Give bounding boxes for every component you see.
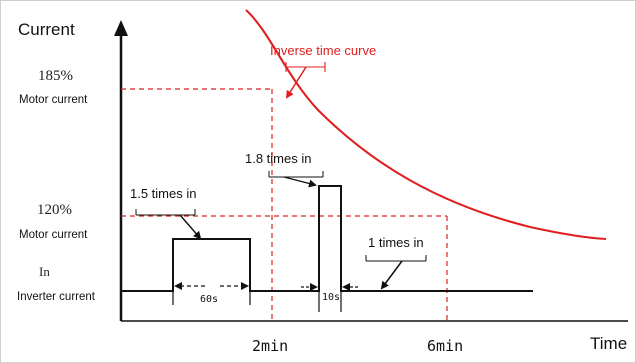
annotation-1-5-times: 1.5 times in	[130, 186, 196, 201]
level-185-value: 185%	[38, 68, 73, 84]
level-in-label: Inverter current	[17, 291, 96, 303]
y-axis-title: Current	[18, 20, 75, 39]
curve-label-pointer	[285, 66, 307, 99]
annotation-1-5-pointer	[179, 214, 202, 240]
current-waveform	[121, 185, 533, 292]
annotation-1-times: 1 times in	[368, 235, 424, 250]
x-tick-2min: 2min	[252, 337, 288, 355]
inverse-time-curve	[245, 9, 607, 241]
x-axis-title: Time	[590, 334, 627, 353]
y-axis-arrow	[114, 20, 128, 36]
level-185-label: Motor current	[19, 94, 88, 106]
annotation-1-pointer	[380, 260, 403, 290]
duration-10-label: 10s	[322, 292, 340, 303]
duration-60-label: 60s	[200, 294, 218, 305]
x-tick-6min: 6min	[427, 337, 463, 355]
inverse-time-curve-label: Inverse time curve	[270, 43, 376, 58]
level-120-value: 120%	[37, 202, 72, 218]
annotation-1-8-times: 1.8 times in	[245, 151, 311, 166]
level-120-label: Motor current	[19, 229, 88, 241]
level-in-value: In	[39, 264, 50, 279]
annotation-1-8-pointer	[283, 176, 317, 188]
